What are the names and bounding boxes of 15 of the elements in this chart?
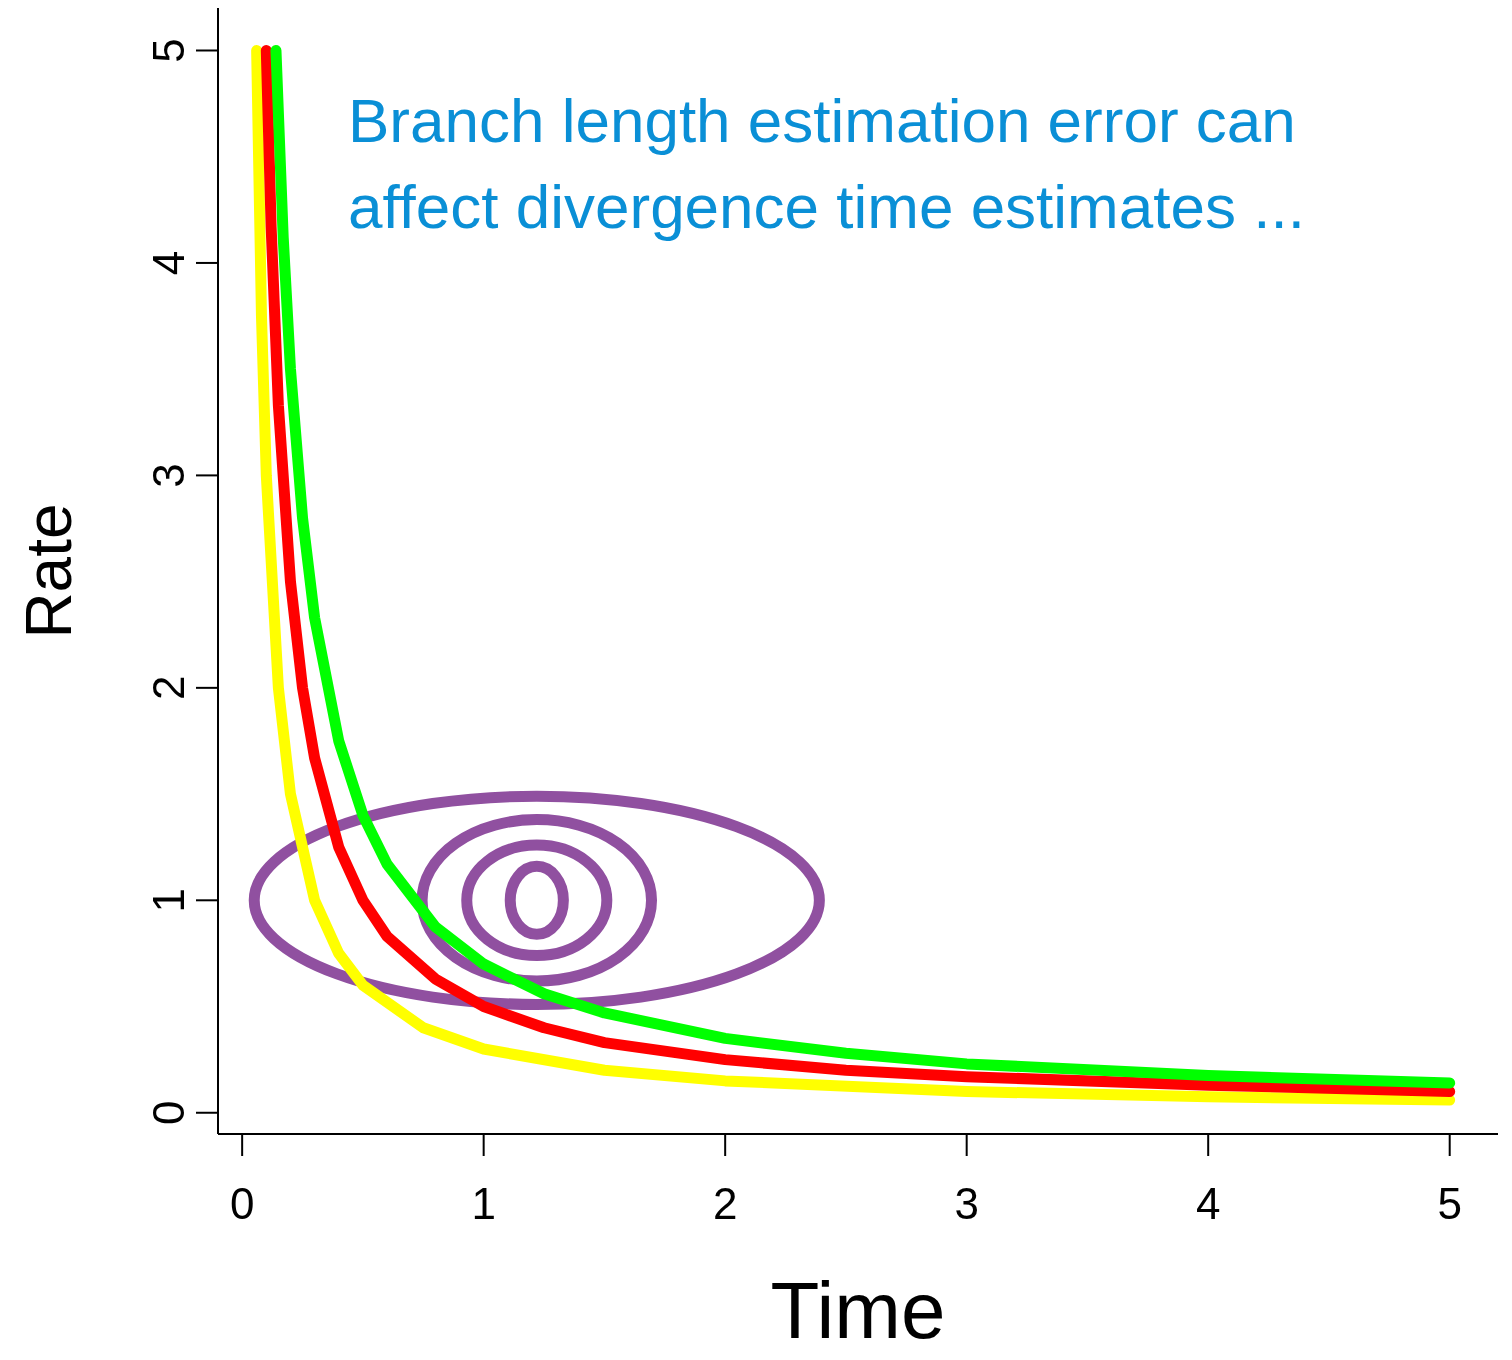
x-tick-label: 2 — [712, 1179, 738, 1229]
y-tick-label: 5 — [144, 38, 193, 63]
x-tick-label: 5 — [1437, 1179, 1462, 1229]
x-tick-label: 1 — [471, 1179, 496, 1229]
y-tick-label: 1 — [144, 888, 193, 913]
y-tick-label: 3 — [144, 463, 193, 488]
x-axis-title: Time — [770, 1266, 946, 1355]
x-tick-label: 3 — [954, 1179, 979, 1229]
y-tick-label: 4 — [144, 250, 193, 276]
y-axis-title: Rate — [12, 503, 85, 639]
y-tick-label: 2 — [144, 675, 193, 701]
x-tick-label: 0 — [229, 1179, 255, 1229]
annotation: Branch length estimation error can affect divergence time estimates ... — [348, 85, 1306, 243]
x-tick-label: 4 — [1195, 1179, 1221, 1229]
y-tick-label: 0 — [144, 1100, 193, 1125]
